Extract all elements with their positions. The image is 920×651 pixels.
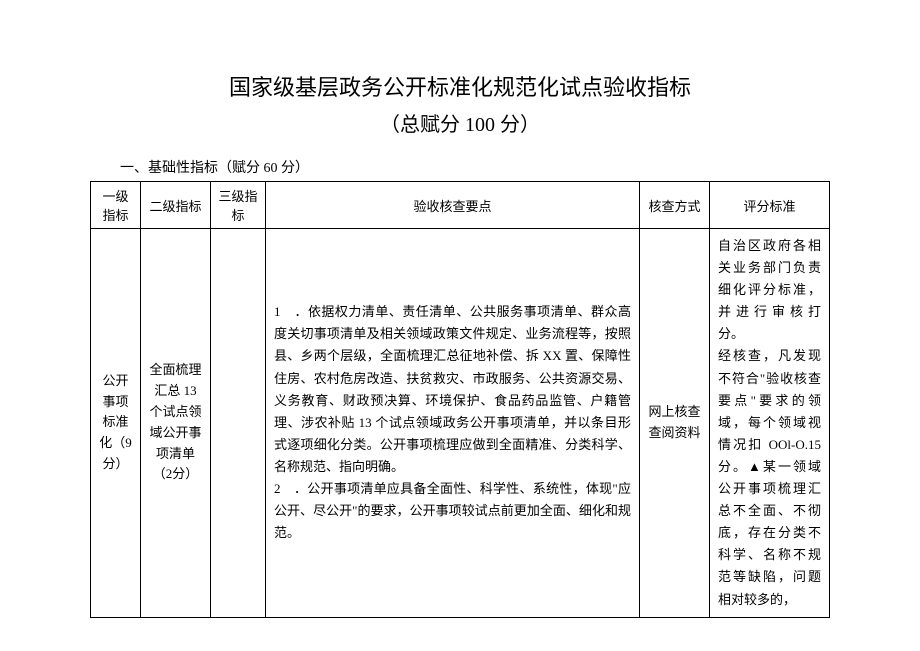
main-title: 国家级基层政务公开标准化规范化试点验收指标 [90, 70, 830, 102]
cell-level2: 全面梳理汇总 13 个试点领域公开事项清单 （2分） [141, 229, 211, 618]
table-header-row: 一级指标 二级指标 三级指标 验收核查要点 核查方式 评分标准 [91, 182, 830, 229]
cell-level1: 公开事项标准化（9 分） [91, 229, 141, 618]
cell-level3 [211, 229, 266, 618]
cell-criteria: 自治区政府各相关业务部门负责细化评分标准，并进行审核打分。经核查，凡发现不符合"… [710, 229, 830, 618]
cell-method: 网上核查查阅资料 [640, 229, 710, 618]
section-heading: 一、基础性指标（赋分 60 分） [120, 157, 830, 177]
table-row: 公开事项标准化（9 分） 全面梳理汇总 13 个试点领域公开事项清单 （2分） … [91, 229, 830, 618]
title-area: 国家级基层政务公开标准化规范化试点验收指标 （总赋分 100 分） [90, 70, 830, 137]
indicator-table: 一级指标 二级指标 三级指标 验收核查要点 核查方式 评分标准 公开事项标准化（… [90, 181, 830, 618]
header-level3: 三级指标 [211, 182, 266, 229]
sub-title: （总赋分 100 分） [90, 108, 830, 137]
cell-points: 1 ．依据权力清单、责任清单、公共服务事项清单、群众高度关切事项清单及相关领域政… [266, 229, 640, 618]
header-level2: 二级指标 [141, 182, 211, 229]
header-level1: 一级指标 [91, 182, 141, 229]
header-points: 验收核查要点 [266, 182, 640, 229]
header-criteria: 评分标准 [710, 182, 830, 229]
header-method: 核查方式 [640, 182, 710, 229]
